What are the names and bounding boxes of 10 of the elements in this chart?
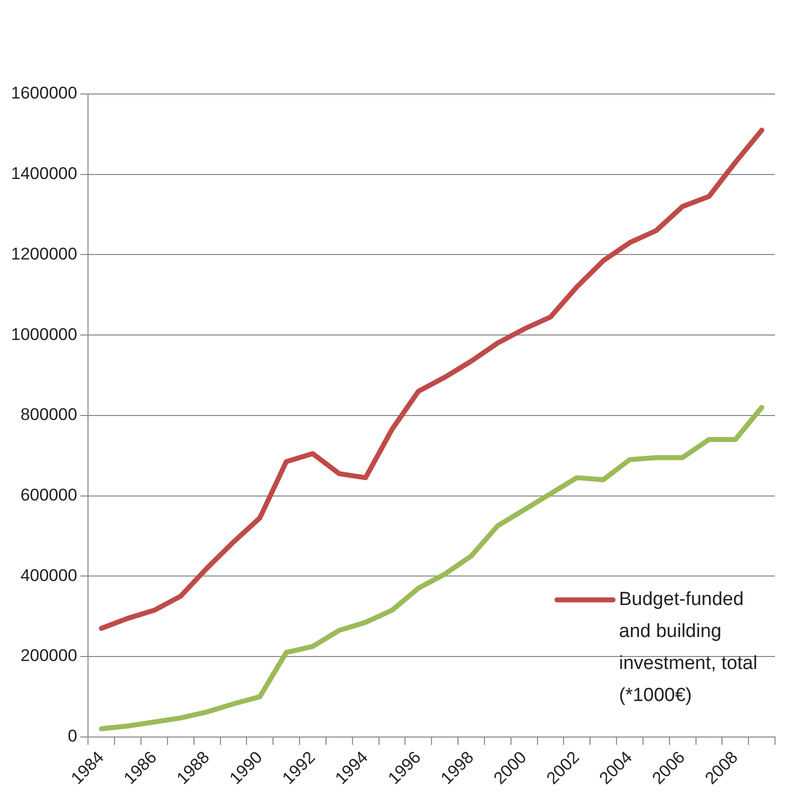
legend-label: Budget-funded and building investment, total (*1000€): [619, 589, 758, 706]
y-tick-label: 1200000: [10, 244, 78, 264]
y-tick-label: 600000: [20, 485, 78, 504]
y-tick-label: 800000: [20, 405, 78, 424]
y-tick-label: 1600000: [10, 84, 78, 103]
y-tick-label: 0: [68, 726, 78, 746]
y-tick-label: 1400000: [10, 164, 78, 184]
y-tick-label: 400000: [20, 566, 78, 585]
y-tick-label: 1000000: [10, 324, 78, 344]
y-tick-label: 200000: [20, 646, 78, 666]
